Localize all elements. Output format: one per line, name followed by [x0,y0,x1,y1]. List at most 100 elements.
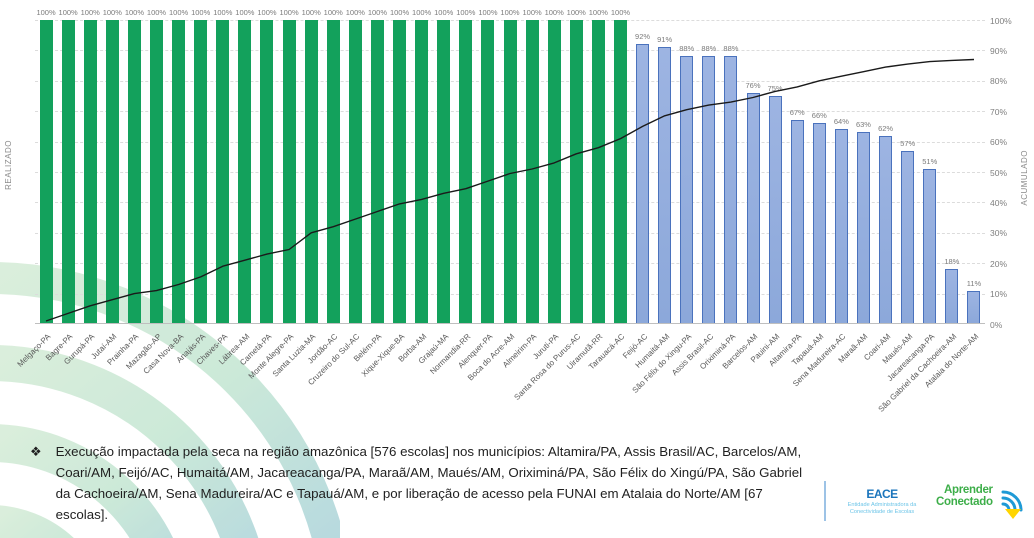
right-axis-tick: 50% [990,167,1008,178]
bar-Normandia-RR [459,20,473,324]
right-axis-title: ACUMULADO [1020,150,1029,206]
bar-value-label: 62% [878,123,894,133]
bar-Prainha-PA [127,20,141,324]
bar-Tarauacá-AC [613,20,627,324]
bar-value-label: 66% [811,111,827,121]
bar-value-label: 75% [767,84,783,93]
bar-value-label: 100% [279,8,299,17]
bar-value-label: 18% [944,257,960,267]
bar-value-label: 100% [169,8,189,17]
diamond-bullet-icon: ❖ [30,444,42,459]
bar-Chaves-PA [216,20,230,324]
bar-value-label: 100% [235,8,255,17]
bar-Uiramutã-RR [591,20,605,324]
bar-value-label: 100% [124,8,144,17]
bar-value-label: 100% [191,8,211,17]
bar-Lábrea-AM [238,20,252,324]
bar-value-label: 64% [833,117,849,127]
cumulative-line [45,58,975,322]
bar-Grajaú-MA [437,20,451,324]
bar-value-label: 91% [657,35,673,45]
bar-value-label: 100% [301,8,321,17]
bar-value-label: 100% [80,8,100,17]
bar-Cametá-PA [260,20,274,324]
right-axis-tick: 20% [990,258,1008,269]
right-axis-tick: 70% [990,106,1008,117]
bar-value-label: 76% [745,80,761,90]
bar-value-label: 11% [966,278,982,288]
eace-logo-subtitle: Entidade Administradora da Conectividade… [847,501,917,515]
bar-value-label: 88% [679,44,695,54]
bar-value-label: 88% [701,44,717,54]
footnote: ❖ Execução impactada pela seca na região… [30,441,820,525]
plot-area: 100% 100% 100% 100% 100% 100% 100% 100% 100% 100%… [35,8,985,324]
bar-value-label: 100% [367,8,388,17]
right-axis-tick: 80% [990,76,1008,87]
right-axis-tick: 30% [990,228,1008,239]
bar-value-label: 100% [389,8,410,17]
bar-value-label: 100% [478,8,498,17]
bar-Almeirim-PA [525,20,539,324]
bar-Belém-PA [370,20,384,324]
bar-Anajás-PA [194,20,208,324]
right-axis-tick: 10% [990,289,1008,300]
aprender-logo-line2: Conectado [936,495,993,508]
bar-value-label: 100% [434,8,454,17]
x-axis-line [35,323,985,324]
bar-value-label: 100% [323,8,343,17]
bar-value-label: 100% [522,8,542,17]
right-axis-ticks: 100% 90% 80% 70% 60% 50% 40% 30% 20% 10% 0% [990,16,1026,330]
bar-value-label: 100% [610,8,631,17]
aprender-logo-line1: Aprender [944,483,993,496]
bar-value-label: 88% [723,44,739,54]
bar-value-label: 100% [588,8,608,17]
bar-Cruzeiro do Sul-AC [348,20,362,324]
bar-Gurupá-PA [83,20,97,324]
right-axis-tick: 0% [990,319,1003,330]
right-axis-tick: 90% [990,45,1008,56]
right-axis-tick: 40% [990,197,1008,208]
bar-value-label: 100% [146,8,167,17]
bar-Jutaí-AM [105,20,119,324]
bar-value-label: 100% [58,8,78,17]
bar-value-label: 100% [566,8,586,17]
eace-logo-title: EACE [866,486,898,501]
bar-Melgaço-PA [39,20,53,324]
bar-Xique-Xique-BA [393,20,407,324]
right-axis-tick: 100% [990,15,1012,26]
footnote-text: Execução impactada pela seca na região a… [55,444,803,522]
bar-Casa Nova-BA [172,20,186,324]
wifi-icon [1001,490,1023,519]
bar-value-label: 100% [412,8,432,17]
bar-Santa Luzia-MA [304,20,318,324]
bar-value-label: 100% [102,8,122,17]
bar-value-label: 100% [456,8,476,17]
bar-value-label: 100% [36,8,56,17]
bar-value-label: 63% [855,120,871,130]
bar-value-label: 57% [900,138,916,148]
bar-value-label: 100% [257,8,277,17]
left-axis-title: REALIZADO [4,140,13,190]
bar-value-label: 67% [789,108,805,118]
eace-logo: EACE Entidade Administradora da Conectiv… [836,487,928,516]
bar-value-label: 92% [635,32,651,42]
bar-Borba-AM [415,20,429,324]
logo-strip: EACE Entidade Administradora da Conectiv… [824,474,1024,528]
bar-Monte Alegre-PA [282,20,296,324]
bar-Santa Rosa do Purus-AC [569,20,583,324]
bar-value-label: 100% [544,8,564,17]
x-axis-labels: Melgaço-PA Bagre-PA Gurupá-PA Jutaí-AM Prain… [16,328,985,428]
bar-Mazagão-AP [150,20,163,324]
aprender-conectado-logo: Aprender Conectado [936,484,1023,519]
bar-value-label: 100% [345,8,365,17]
right-axis-tick: 60% [990,137,1008,148]
bar-value-label: 51% [922,156,938,166]
bar-Bagre-PA [61,20,75,324]
pareto-chart: REALIZADO 100% 100% 100% 100% 100% 100% 100% 10… [4,8,1029,428]
bar-Jordão-AC [326,20,340,324]
logo-divider [824,481,826,521]
bar-Boca do Acre-AM [503,20,517,324]
bar-value-label: 100% [500,8,520,17]
bar-value-label: 100% [213,8,233,17]
